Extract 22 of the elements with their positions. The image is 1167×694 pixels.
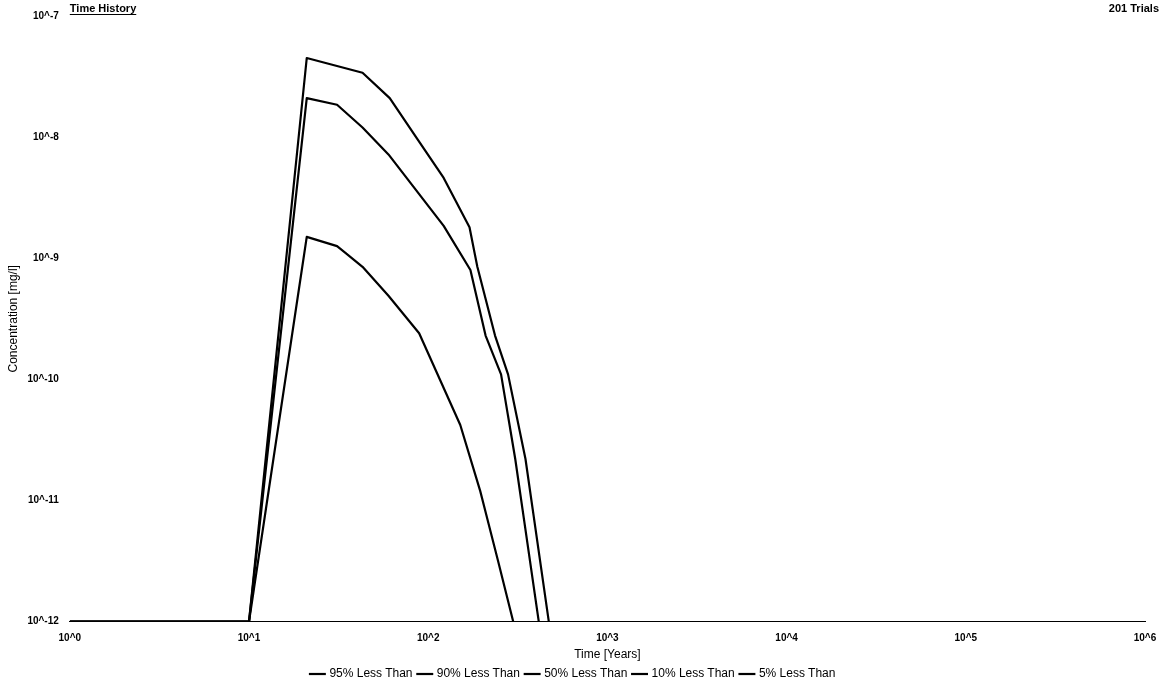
y-tick-label: 10^-7 — [32, 9, 60, 21]
x-axis-title: Time [Years] — [574, 647, 641, 662]
y-tick-label: 10^-10 — [27, 373, 60, 385]
x-tick-label: 10^2 — [416, 632, 440, 644]
x-tick-label: 10^5 — [954, 632, 978, 644]
x-tick-label: 10^6 — [1133, 632, 1157, 644]
y-axis-title: Concentration [mg/l] — [5, 265, 20, 373]
legend-label: 90% Less Than — [436, 666, 520, 681]
x-tick-label: 10^3 — [596, 632, 620, 644]
y-tick-label: 10^-9 — [32, 251, 60, 263]
chart-title: Time History — [69, 1, 138, 14]
x-tick-label: 10^1 — [237, 632, 261, 644]
legend-label: 50% Less Than — [544, 666, 628, 681]
y-tick-label: 10^-8 — [32, 130, 60, 142]
legend-label: 10% Less Than — [651, 666, 735, 681]
x-tick-label: 10^0 — [58, 632, 82, 644]
legend-label: 5% Less Than — [758, 666, 836, 681]
legend-label: 95% Less Than — [329, 666, 413, 681]
y-tick-label: 10^-11 — [27, 494, 60, 506]
text: 201 Trials — [1108, 1, 1159, 14]
y-tick-label: 10^-12 — [27, 615, 60, 627]
x-tick-label: 10^4 — [775, 632, 799, 644]
